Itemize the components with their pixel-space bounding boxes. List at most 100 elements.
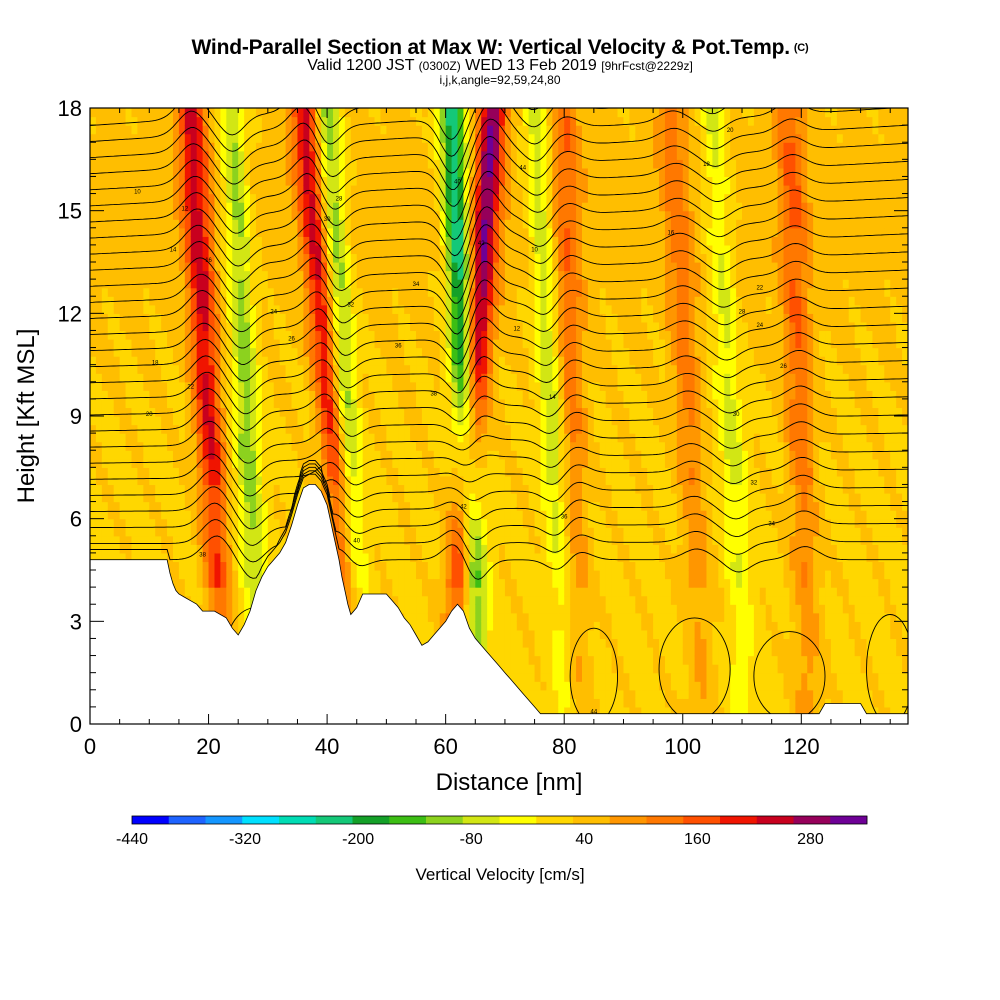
- w-cell: [291, 244, 299, 255]
- w-cell: [475, 587, 482, 597]
- w-cell: [214, 407, 222, 417]
- w-cell: [380, 518, 387, 528]
- w-cell: [208, 450, 216, 460]
- w-cell: [445, 458, 453, 468]
- w-cell: [131, 484, 139, 494]
- w-cell: [427, 304, 435, 314]
- w-cell: [202, 262, 210, 272]
- w-cell: [350, 270, 358, 280]
- w-cell: [386, 116, 393, 126]
- w-cell: [392, 279, 399, 289]
- w-cell: [261, 219, 269, 229]
- w-cell: [208, 493, 216, 503]
- w-cell: [107, 236, 115, 246]
- w-cell: [333, 475, 340, 486]
- w-cell: [475, 390, 482, 400]
- w-cell: [202, 587, 210, 597]
- w-cell: [190, 159, 198, 169]
- w-cell: [149, 262, 156, 272]
- w-cell: [220, 287, 227, 297]
- w-cell: [178, 356, 186, 366]
- w-cell: [493, 381, 500, 391]
- w-cell: [416, 493, 423, 503]
- w-cell: [267, 416, 275, 426]
- w-cell: [202, 227, 210, 237]
- w-cell: [250, 416, 257, 426]
- w-cell: [125, 313, 133, 323]
- w-cell: [392, 304, 399, 314]
- w-cell: [184, 433, 192, 443]
- w-cell: [487, 424, 494, 434]
- w-cell: [344, 458, 352, 468]
- w-cell: [279, 535, 287, 545]
- w-cell: [261, 484, 269, 494]
- w-cell: [338, 347, 346, 357]
- w-cell: [463, 595, 470, 605]
- w-cell: [101, 484, 109, 494]
- w-cell: [202, 450, 210, 460]
- w-cell: [90, 227, 97, 237]
- w-cell: [196, 458, 204, 468]
- w-cell: [469, 475, 476, 486]
- w-cell: [439, 493, 447, 503]
- w-cell: [95, 193, 103, 203]
- w-cell: [487, 493, 494, 503]
- w-cell: [155, 364, 162, 374]
- w-cell: [273, 416, 281, 426]
- w-cell: [244, 142, 251, 152]
- w-cell: [487, 244, 494, 255]
- w-cell: [125, 219, 133, 229]
- w-cell: [362, 210, 370, 220]
- w-cell: [297, 373, 304, 383]
- w-cell: [327, 313, 334, 323]
- w-cell: [350, 262, 358, 272]
- w-cell: [433, 313, 441, 323]
- w-cell: [421, 578, 429, 588]
- w-cell: [356, 339, 364, 349]
- w-cell: [90, 287, 97, 297]
- w-cell: [427, 629, 435, 640]
- w-cell: [131, 125, 139, 135]
- w-cell: [202, 108, 210, 118]
- w-cell: [475, 176, 482, 186]
- w-cell: [90, 142, 97, 152]
- w-cell: [404, 407, 411, 417]
- w-cell: [457, 475, 465, 486]
- w-cell: [113, 116, 121, 126]
- w-cell: [327, 210, 334, 220]
- w-cell: [291, 321, 299, 332]
- w-cell: [167, 518, 174, 528]
- w-cell: [184, 236, 192, 246]
- w-cell: [368, 450, 376, 460]
- w-cell: [101, 356, 109, 366]
- w-cell: [374, 458, 382, 468]
- w-cell: [113, 535, 121, 545]
- w-cell: [463, 407, 470, 417]
- w-cell: [95, 544, 103, 554]
- w-cell: [255, 552, 263, 563]
- w-cell: [161, 458, 168, 468]
- w-cell: [356, 390, 364, 400]
- w-cell: [427, 159, 435, 169]
- w-cell: [279, 279, 287, 289]
- w-cell: [368, 364, 376, 374]
- w-cell: [90, 433, 97, 443]
- w-cell: [315, 441, 322, 451]
- w-cell: [374, 356, 382, 366]
- w-cell: [410, 570, 417, 580]
- w-cell: [368, 347, 376, 357]
- w-cell: [333, 227, 340, 237]
- w-cell: [238, 390, 245, 400]
- w-cell: [362, 244, 370, 255]
- w-cell: [445, 287, 453, 297]
- w-cell: [499, 595, 506, 605]
- w-cell: [244, 210, 251, 220]
- w-cell: [214, 458, 222, 468]
- w-cell: [493, 185, 500, 195]
- w-cell: [131, 424, 139, 434]
- w-cell: [208, 381, 216, 391]
- w-cell: [107, 202, 115, 212]
- w-cell: [416, 552, 423, 563]
- w-cell: [309, 262, 316, 272]
- w-cell: [226, 185, 233, 195]
